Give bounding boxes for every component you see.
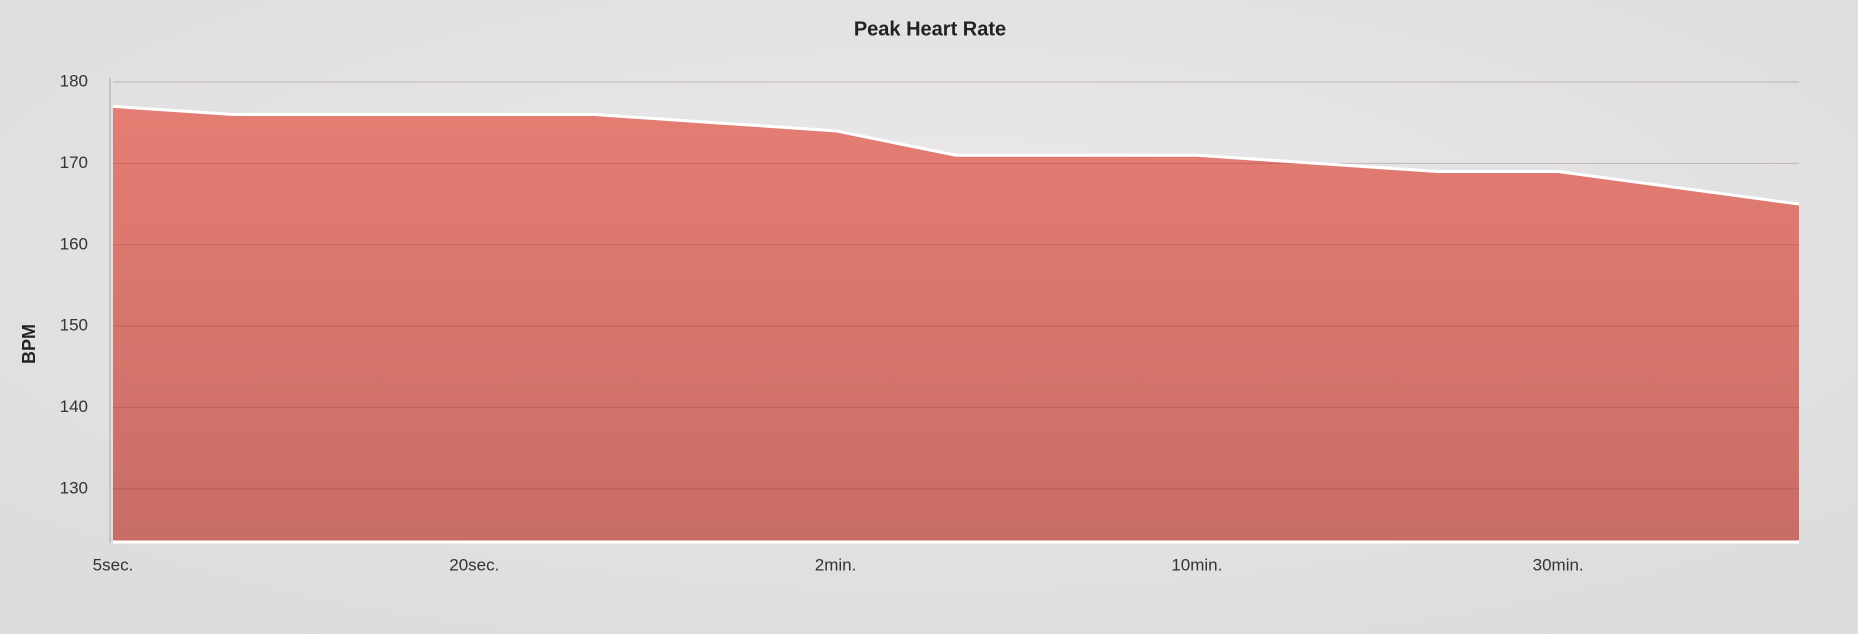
y-tick-label: 150 [60, 316, 88, 335]
y-tick-label: 130 [60, 478, 88, 497]
x-tick-label: 5sec. [93, 555, 134, 574]
x-tick-label: 10min. [1171, 555, 1222, 574]
y-axis-label: BPM [19, 324, 39, 364]
y-tick-label: 180 [60, 71, 88, 90]
y-tick-label: 140 [60, 397, 88, 416]
y-tick-label: 160 [60, 234, 88, 253]
area-line [112, 104, 1800, 206]
x-tick-label: 30min. [1533, 555, 1584, 574]
x-tick-label: 2min. [815, 555, 857, 574]
y-tick-label: 170 [60, 153, 88, 172]
x-tick-label: 20sec. [449, 555, 499, 574]
area [113, 106, 1799, 542]
chart-title: Peak Heart Rate [854, 18, 1006, 40]
